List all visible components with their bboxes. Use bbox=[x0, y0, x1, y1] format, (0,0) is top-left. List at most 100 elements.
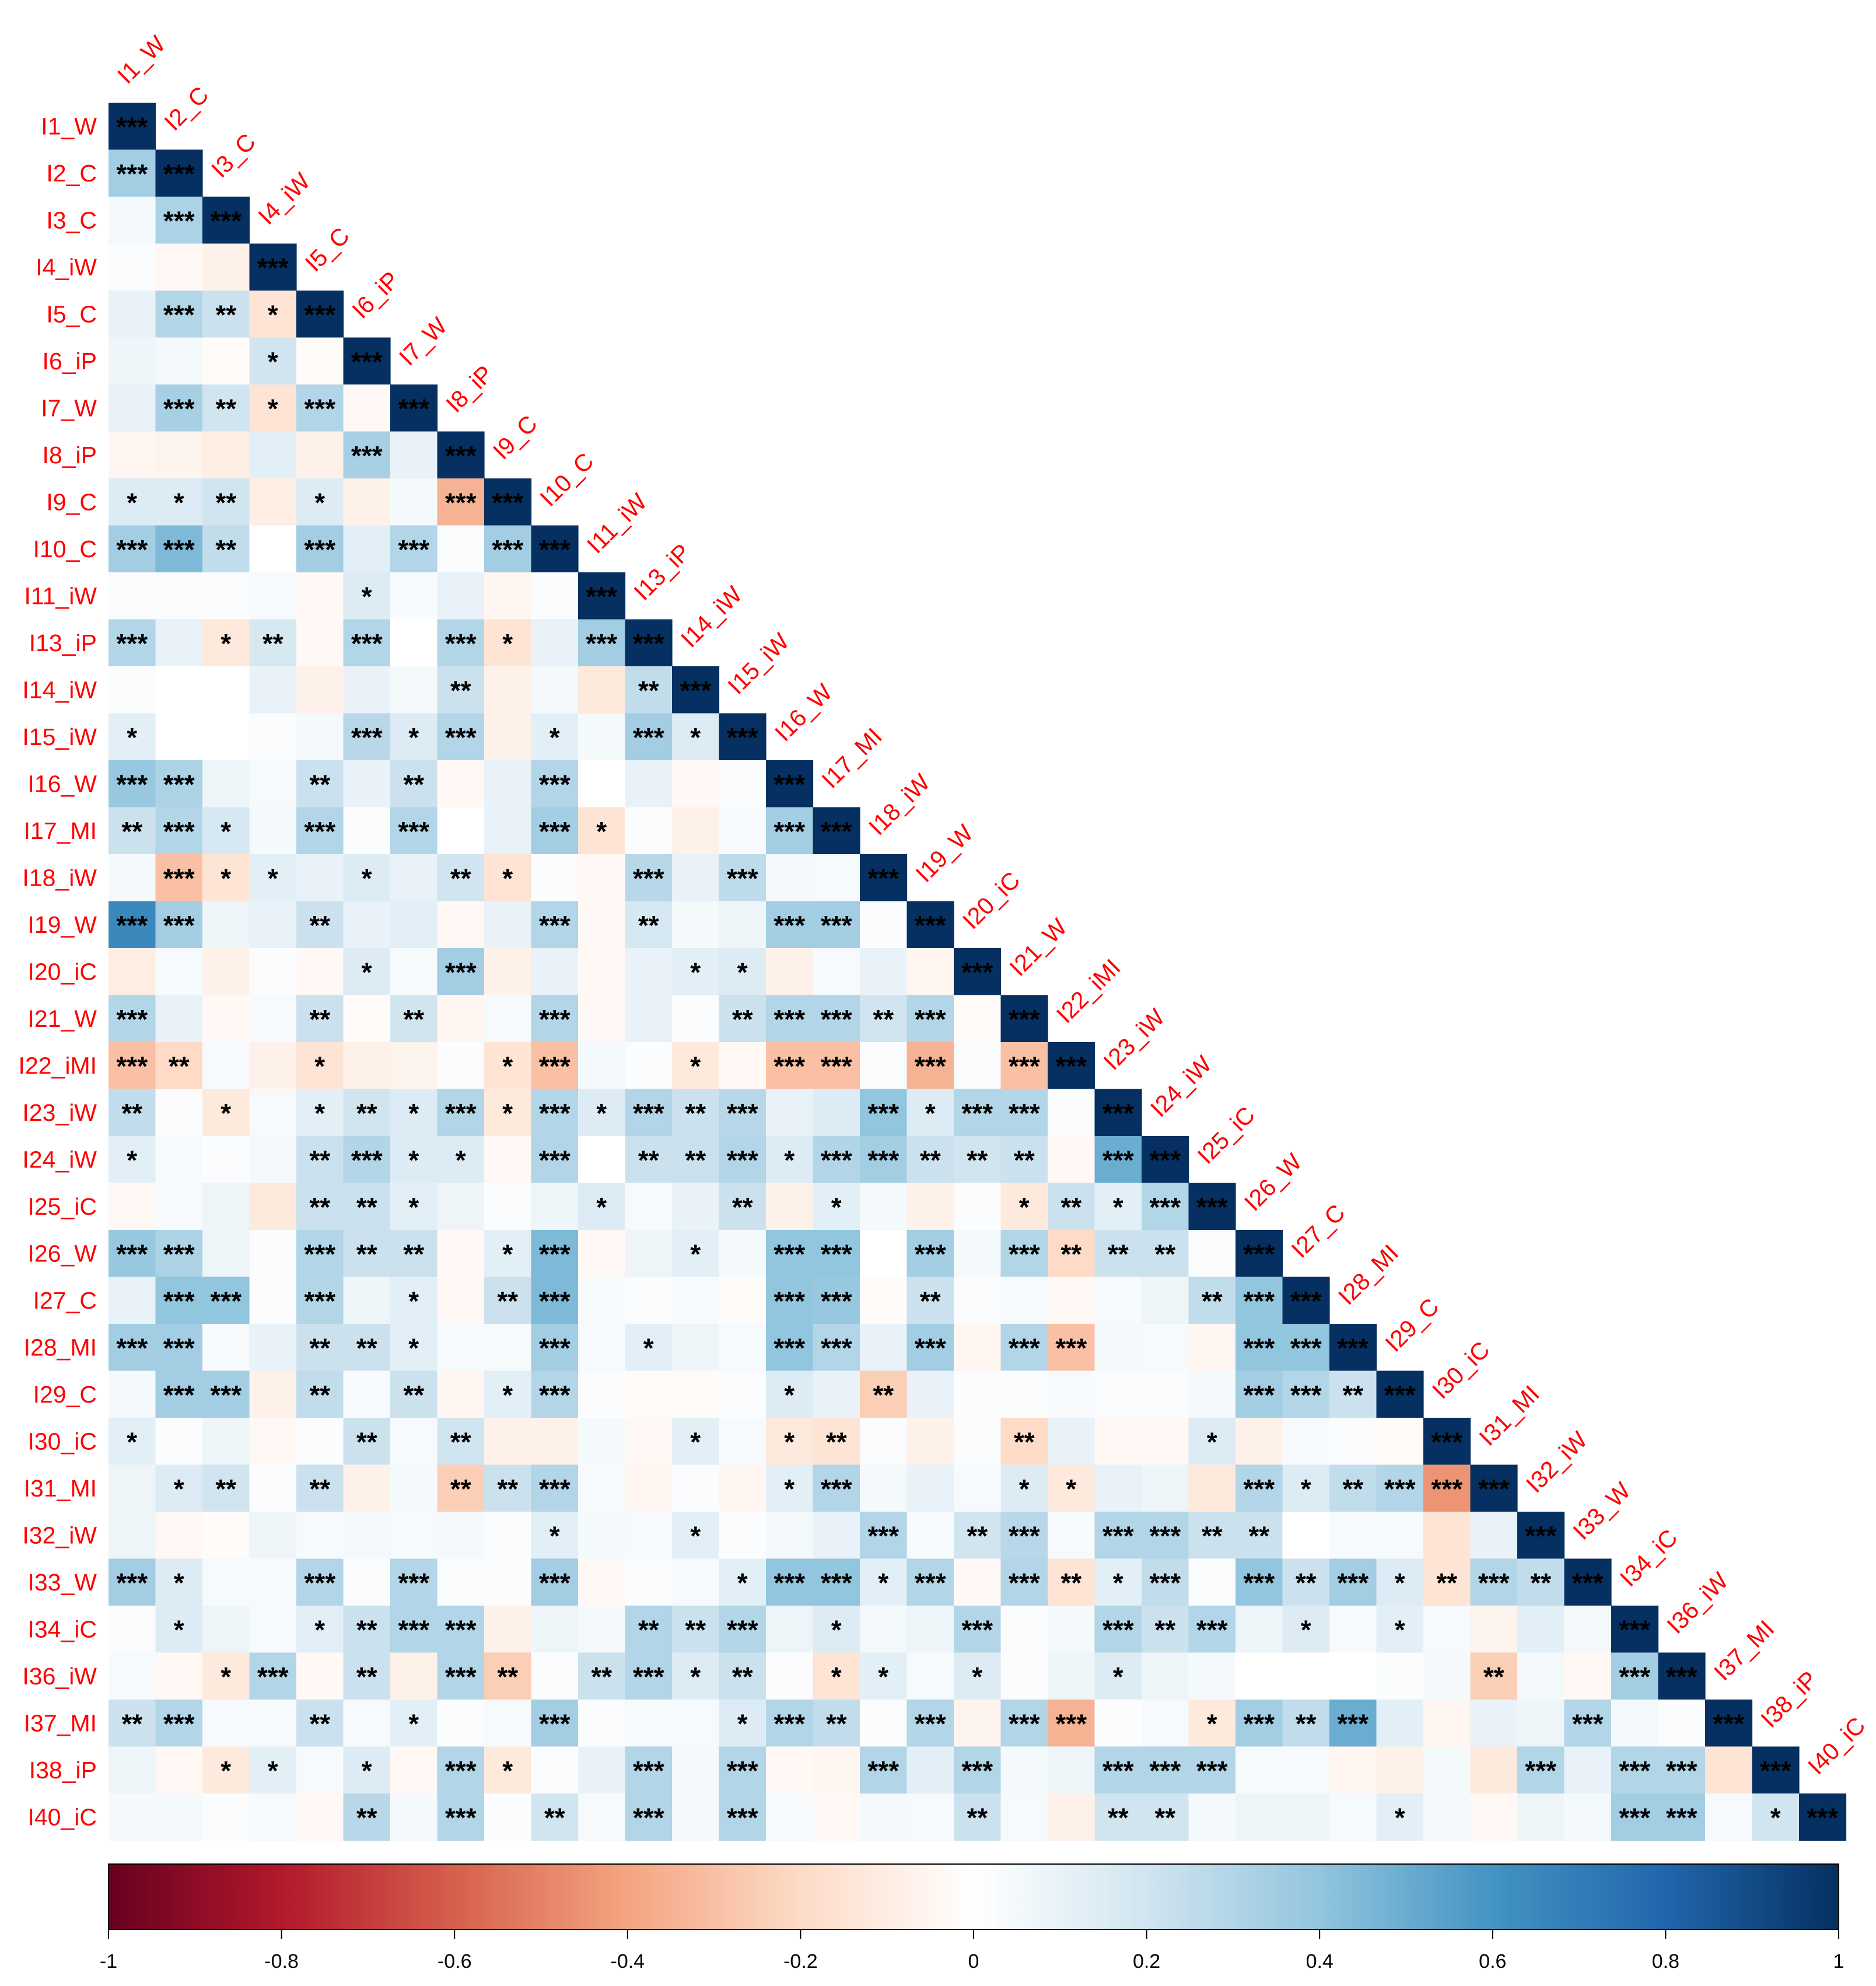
cell-I36_iW-I32_iW bbox=[1517, 1652, 1565, 1700]
star-I16_W-I7_W: ** bbox=[403, 769, 424, 799]
cell-I6_iP-I5_C bbox=[296, 337, 344, 385]
row-label-I31_MI: I31_MI bbox=[24, 1475, 97, 1502]
cell-I25_iC-I16_W bbox=[766, 1183, 814, 1230]
cell-I33_W-I27_C bbox=[1282, 1558, 1330, 1606]
star-I26_W-I14_iW: * bbox=[690, 1239, 701, 1269]
cell-I29_C-I4_iW bbox=[249, 1370, 297, 1418]
row-label-I9_C: I9_C bbox=[46, 488, 97, 515]
row-label-I17_MI: I17_MI bbox=[24, 817, 97, 844]
col-label-I19_W: I19_W bbox=[911, 819, 979, 887]
star-I25_iC-I25_iC: *** bbox=[1196, 1192, 1228, 1222]
cell-I34_iC-I23_iW bbox=[1094, 1606, 1142, 1653]
cell-I40_iC-I5_C bbox=[296, 1793, 344, 1841]
star-I24_iW-I20_iC: ** bbox=[967, 1145, 988, 1175]
star-I29_C-I29_C: *** bbox=[1384, 1380, 1416, 1410]
cell-I37_MI-I34_iC bbox=[1611, 1700, 1659, 1747]
star-I16_W-I2_C: *** bbox=[163, 769, 195, 799]
star-I34_iC-I17_MI: * bbox=[831, 1614, 842, 1645]
cell-I26_W-I11_iW bbox=[578, 1230, 626, 1278]
star-I38_iP-I32_iW: *** bbox=[1525, 1756, 1556, 1786]
cell-I38_iP-I27_C bbox=[1282, 1746, 1330, 1794]
cell-I20_iC-I18_iW bbox=[860, 948, 908, 996]
cell-I10_C-I8_iP bbox=[437, 525, 485, 573]
cell-I34_iC-I21_W bbox=[1000, 1606, 1048, 1653]
cell-I18_iW-I6_iP bbox=[343, 854, 391, 902]
cell-I27_C-I14_iW bbox=[672, 1277, 720, 1324]
star-I25_iC-I21_W: * bbox=[1019, 1192, 1030, 1222]
cell-I28_MI-I24_iW bbox=[1142, 1324, 1189, 1372]
cell-I26_W-I9_C bbox=[484, 1230, 532, 1278]
cell-I29_C-I2_C bbox=[155, 1370, 203, 1418]
star-I28_MI-I22_iMI: *** bbox=[1055, 1333, 1087, 1363]
cell-I30_iC-I25_iC bbox=[1188, 1418, 1236, 1466]
cell-I17_MI-I10_C bbox=[531, 807, 579, 855]
cell-I31_MI-I22_iMI bbox=[1048, 1464, 1096, 1512]
cell-I40_iC-I40_iC bbox=[1799, 1793, 1847, 1841]
star-I21_W-I1_W: *** bbox=[116, 1004, 148, 1034]
cell-I29_C-I20_iC bbox=[954, 1370, 1002, 1418]
cell-I36_iW-I6_iP bbox=[343, 1652, 391, 1700]
star-I20_iC-I20_iC: *** bbox=[961, 957, 993, 987]
cell-I27_C-I8_iP bbox=[437, 1277, 485, 1324]
star-I34_iC-I29_C: * bbox=[1395, 1614, 1405, 1645]
star-I38_iP-I24_iW: *** bbox=[1149, 1756, 1181, 1786]
cell-I16_W-I4_iW bbox=[249, 760, 297, 808]
cell-I29_C-I11_iW bbox=[578, 1370, 626, 1418]
cell-I28_MI-I20_iC bbox=[954, 1324, 1002, 1372]
cell-I14_iW-I4_iW bbox=[249, 666, 297, 714]
col-label-I33_W: I33_W bbox=[1568, 1477, 1636, 1545]
star-I18_iW-I4_iW: * bbox=[268, 863, 278, 893]
cell-I11_iW-I3_C bbox=[202, 572, 250, 620]
star-I8_iP-I6_iP: *** bbox=[351, 440, 383, 471]
cell-I17_MI-I2_C bbox=[155, 807, 203, 855]
cell-I23_iW-I8_iP bbox=[437, 1089, 485, 1137]
cell-I28_MI-I22_iMI bbox=[1048, 1324, 1096, 1372]
star-I13_iP-I9_C: * bbox=[502, 628, 513, 659]
star-I31_MI-I27_C: * bbox=[1301, 1474, 1311, 1504]
cell-I38_iP-I25_iC bbox=[1188, 1746, 1236, 1794]
cell-I34_iC-I28_MI bbox=[1329, 1606, 1377, 1653]
cell-I10_C-I5_C bbox=[296, 525, 344, 573]
col-label-I20_iC: I20_iC bbox=[957, 866, 1025, 934]
row-label-I10_C: I10_C bbox=[33, 536, 97, 562]
cell-I22_iMI-I9_C bbox=[484, 1042, 532, 1090]
legend-tick-label: 0.6 bbox=[1479, 1950, 1506, 1973]
star-I10_C-I5_C: *** bbox=[304, 534, 335, 565]
star-I23_iW-I8_iP: *** bbox=[445, 1098, 477, 1128]
cell-I40_iC-I3_C bbox=[202, 1793, 250, 1841]
cell-I24_iW-I19_W bbox=[907, 1136, 954, 1184]
cell-I24_iW-I5_C bbox=[296, 1136, 344, 1184]
cell-I38_iP-I32_iW bbox=[1517, 1746, 1565, 1794]
cell-I10_C-I7_W bbox=[390, 525, 438, 573]
row-label-I22_iMI: I22_iMI bbox=[19, 1052, 97, 1079]
cell-I34_iC-I11_iW bbox=[578, 1606, 626, 1653]
star-I37_MI-I22_iMI: *** bbox=[1055, 1708, 1087, 1739]
cell-I31_MI-I16_W bbox=[766, 1464, 814, 1512]
cell-I24_iW-I1_W bbox=[108, 1136, 156, 1184]
star-I16_W-I5_C: ** bbox=[309, 769, 330, 799]
cell-I23_iW-I22_iMI bbox=[1048, 1089, 1096, 1137]
cell-I2_C-I1_W bbox=[108, 149, 156, 197]
cell-I40_iC-I9_C bbox=[484, 1793, 532, 1841]
cell-I36_iW-I24_iW bbox=[1142, 1652, 1189, 1700]
cell-I11_iW-I7_W bbox=[390, 572, 438, 620]
cell-I16_W-I9_C bbox=[484, 760, 532, 808]
cell-I17_MI-I15_iW bbox=[719, 807, 766, 855]
cell-I17_MI-I3_C bbox=[202, 807, 250, 855]
star-I40_iC-I40_iC: *** bbox=[1807, 1802, 1838, 1833]
star-I17_MI-I7_W: *** bbox=[398, 816, 429, 847]
cell-I26_W-I21_W bbox=[1000, 1230, 1048, 1278]
cell-I40_iC-I8_iP bbox=[437, 1793, 485, 1841]
col-label-I25_iC: I25_iC bbox=[1192, 1102, 1260, 1169]
star-I24_iW-I24_iW: *** bbox=[1149, 1145, 1181, 1175]
cell-I5_C-I1_W bbox=[108, 291, 156, 338]
cell-I29_C-I5_C bbox=[296, 1370, 344, 1418]
cell-I21_W-I4_iW bbox=[249, 995, 297, 1043]
cell-I34_iC-I29_C bbox=[1376, 1606, 1424, 1653]
star-I38_iP-I18_iW: *** bbox=[867, 1756, 899, 1786]
star-I40_iC-I29_C: * bbox=[1395, 1802, 1405, 1833]
cell-I33_W-I13_iP bbox=[625, 1558, 673, 1606]
cell-I33_W-I3_C bbox=[202, 1558, 250, 1606]
cell-I23_iW-I11_iW bbox=[578, 1089, 626, 1137]
cell-I40_iC-I11_iW bbox=[578, 1793, 626, 1841]
